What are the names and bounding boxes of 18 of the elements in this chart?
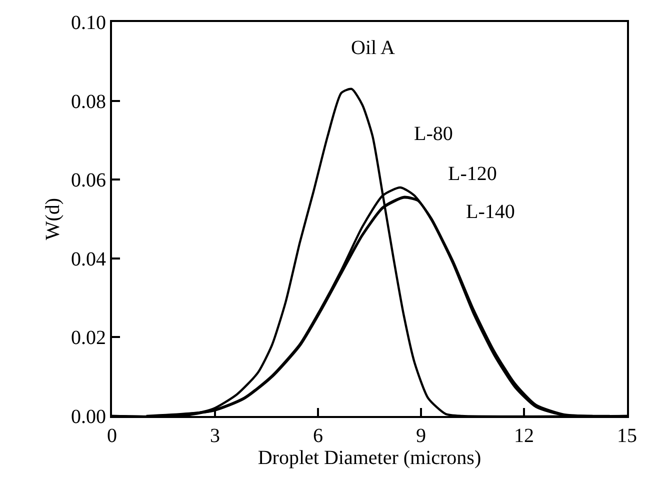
x-tick-label: 9 — [416, 425, 426, 447]
x-tick-label: 6 — [313, 425, 323, 447]
y-tick-label: 0.02 — [71, 327, 106, 350]
text: L-80 — [414, 123, 453, 145]
y-tick-label: 0.00 — [71, 406, 106, 428]
series-label: L-140 — [466, 201, 515, 223]
series-label: L-120 — [448, 163, 497, 185]
y-tick-label: 0.04 — [71, 248, 106, 270]
x-axis-title: Droplet Diameter (microns) — [258, 447, 482, 469]
x-tick-label: 12 — [514, 425, 534, 447]
x-tick-label: 3 — [210, 425, 220, 447]
y-tick-label: 0.10 — [71, 12, 106, 34]
y-tick-label: 0.08 — [71, 90, 106, 113]
y-axis-title: W(d) — [42, 198, 64, 240]
series-label: Oil A — [351, 37, 396, 59]
x-tick-label: 15 — [617, 425, 637, 447]
x-tick-label: 0 — [107, 425, 117, 447]
y-tick-label: 0.06 — [71, 170, 106, 192]
